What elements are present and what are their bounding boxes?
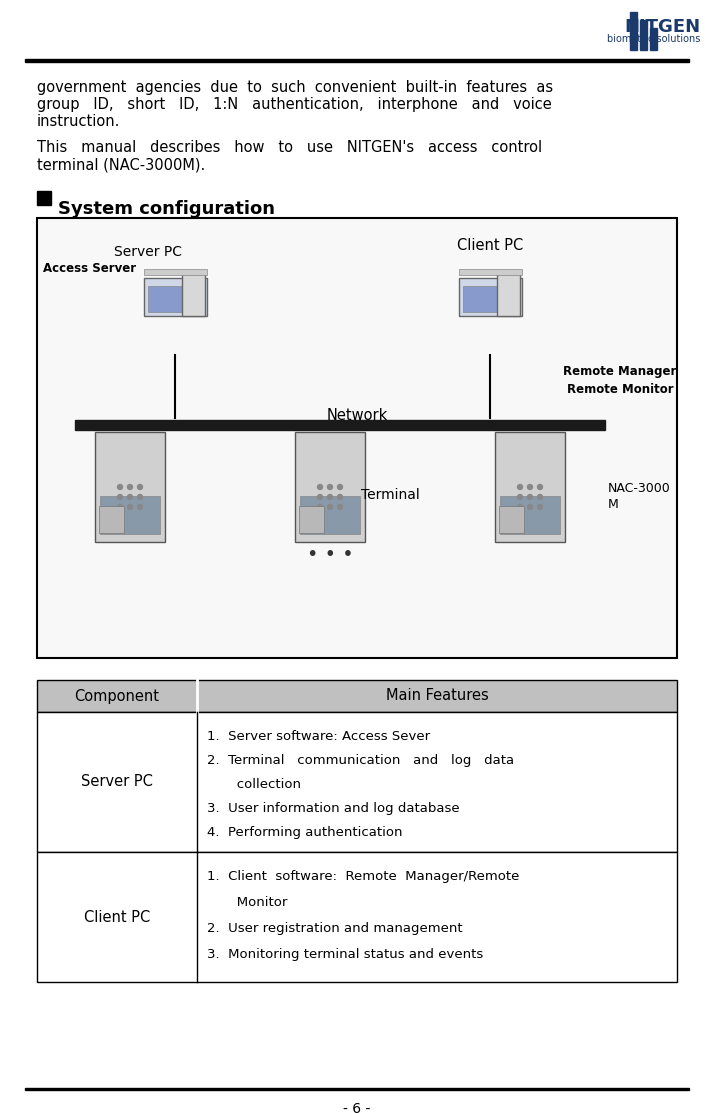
Bar: [499, 505, 523, 533]
Text: Monitor: Monitor: [207, 896, 287, 909]
Circle shape: [538, 484, 543, 490]
Bar: [25, 1089, 689, 1090]
Bar: [630, 12, 637, 50]
Text: instruction.: instruction.: [37, 114, 121, 129]
Text: NAC-3000: NAC-3000: [608, 482, 670, 495]
Text: 3.  Monitoring terminal status and events: 3. Monitoring terminal status and events: [207, 948, 483, 961]
Circle shape: [128, 484, 133, 490]
Text: 4.  Performing authentication: 4. Performing authentication: [207, 826, 403, 839]
Circle shape: [528, 484, 533, 490]
Bar: [299, 505, 323, 533]
Bar: [144, 278, 206, 315]
Text: Terminal: Terminal: [361, 487, 419, 502]
Bar: [37, 218, 677, 658]
Bar: [463, 286, 518, 312]
Circle shape: [338, 494, 343, 500]
Text: System configuration: System configuration: [58, 200, 275, 218]
Circle shape: [328, 504, 333, 510]
Circle shape: [318, 504, 323, 510]
Bar: [500, 495, 560, 534]
Text: Main Features: Main Features: [386, 689, 488, 703]
Text: 1.  Client  software:  Remote  Manager/Remote: 1. Client software: Remote Manager/Remot…: [207, 870, 519, 883]
Circle shape: [518, 504, 523, 510]
Circle shape: [538, 504, 543, 510]
Bar: [37, 680, 677, 712]
Text: group   ID,   short   ID,   1:N   authentication,   interphone   and   voice: group ID, short ID, 1:N authentication, …: [37, 97, 552, 112]
Text: NITGEN: NITGEN: [624, 18, 700, 36]
Text: Client PC: Client PC: [84, 909, 150, 925]
Circle shape: [118, 504, 123, 510]
Text: M: M: [608, 498, 619, 511]
Text: 1.  Server software: Access Sever: 1. Server software: Access Sever: [207, 730, 430, 743]
Circle shape: [118, 484, 123, 490]
Circle shape: [318, 494, 323, 500]
Circle shape: [328, 494, 333, 500]
Text: Server PC: Server PC: [81, 775, 153, 789]
Text: Component: Component: [74, 689, 159, 703]
Bar: [182, 274, 204, 315]
Bar: [458, 269, 521, 275]
Bar: [37, 191, 51, 205]
Text: - 6 -: - 6 -: [343, 1102, 371, 1113]
Circle shape: [338, 484, 343, 490]
Circle shape: [528, 494, 533, 500]
Text: Network: Network: [326, 408, 388, 423]
Circle shape: [518, 484, 523, 490]
Circle shape: [118, 494, 123, 500]
Bar: [495, 432, 565, 542]
Bar: [497, 274, 520, 315]
Text: • • •: • • •: [307, 545, 353, 564]
Bar: [37, 851, 677, 982]
Bar: [95, 432, 165, 542]
Bar: [148, 286, 203, 312]
Text: Remote Manager: Remote Manager: [563, 365, 677, 378]
Circle shape: [138, 504, 143, 510]
Circle shape: [128, 494, 133, 500]
Circle shape: [128, 504, 133, 510]
Text: 2.  User registration and management: 2. User registration and management: [207, 922, 463, 935]
Circle shape: [138, 484, 143, 490]
Text: This   manual   describes   how   to   use   NITGEN's   access   control: This manual describes how to use NITGEN'…: [37, 140, 542, 155]
Circle shape: [138, 494, 143, 500]
Bar: [99, 505, 124, 533]
Bar: [640, 20, 647, 50]
Bar: [144, 269, 206, 275]
Text: collection: collection: [207, 778, 301, 791]
Bar: [37, 712, 677, 851]
Circle shape: [318, 484, 323, 490]
Bar: [300, 495, 360, 534]
Circle shape: [338, 504, 343, 510]
Bar: [75, 420, 605, 430]
Text: Server PC: Server PC: [114, 245, 182, 259]
Circle shape: [528, 504, 533, 510]
Text: terminal (NAC-3000M).: terminal (NAC-3000M).: [37, 157, 205, 173]
Bar: [25, 59, 689, 62]
Text: Access Server: Access Server: [44, 262, 136, 275]
Text: government  agencies  due  to  such  convenient  built-in  features  as: government agencies due to such convenie…: [37, 80, 553, 95]
Text: biometric solutions: biometric solutions: [607, 35, 700, 45]
Circle shape: [538, 494, 543, 500]
Bar: [100, 495, 160, 534]
Text: 3.  User information and log database: 3. User information and log database: [207, 802, 460, 815]
Text: Remote Monitor: Remote Monitor: [567, 383, 673, 396]
Text: Client PC: Client PC: [457, 238, 523, 253]
Circle shape: [518, 494, 523, 500]
Text: 2.  Terminal   communication   and   log   data: 2. Terminal communication and log data: [207, 754, 514, 767]
Bar: [458, 278, 521, 315]
Circle shape: [328, 484, 333, 490]
Bar: [295, 432, 365, 542]
Bar: [650, 28, 657, 50]
